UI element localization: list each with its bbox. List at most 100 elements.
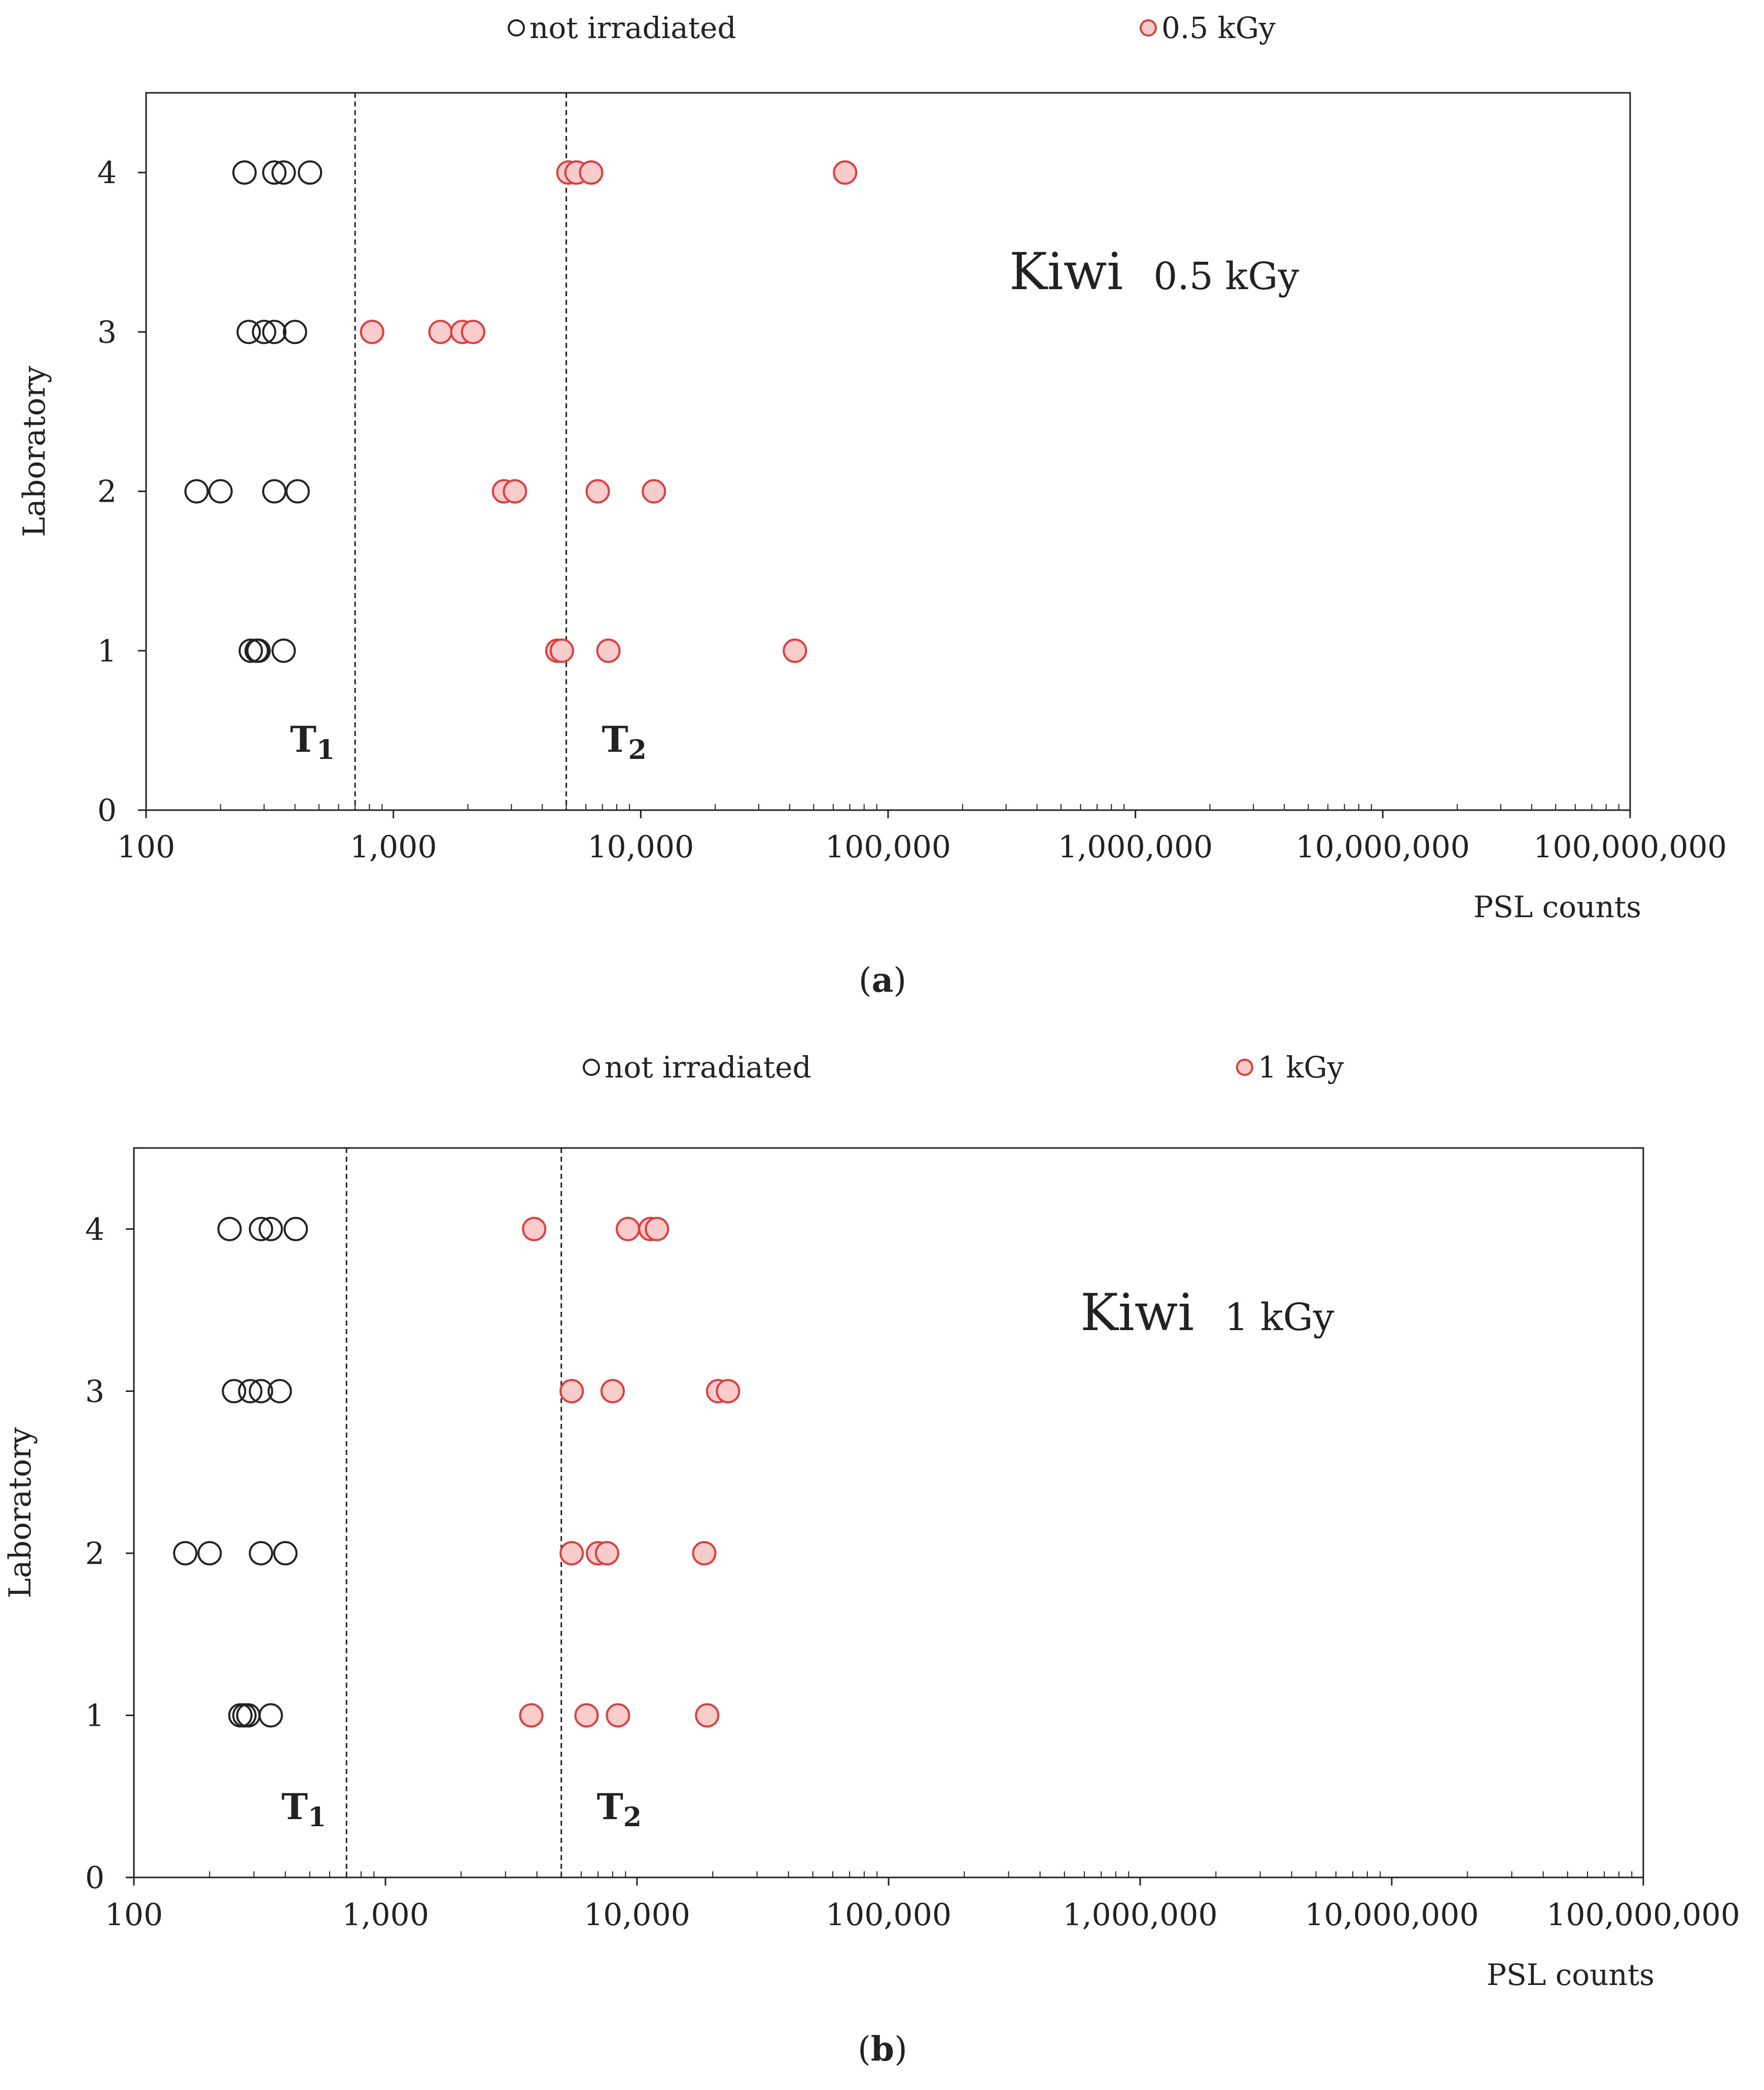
point-not-irradiated	[238, 1379, 263, 1404]
panel-caption: (a)	[859, 960, 906, 1000]
point-irradiated	[600, 1379, 625, 1404]
threshold-label: T1	[290, 718, 335, 765]
legend-marker-not-irradiated	[583, 1059, 600, 1076]
y-tick-label: 0	[97, 793, 117, 828]
plot-frame	[133, 1147, 1644, 1878]
point-not-irradiated	[184, 479, 209, 504]
legend-marker-irradiated	[1236, 1059, 1253, 1076]
point-irradiated	[833, 160, 858, 185]
x-tick-label: 100,000,000	[1546, 1897, 1740, 1933]
point-not-irradiated	[262, 160, 287, 185]
point-not-irradiated	[262, 479, 287, 504]
y-tick-label: 1	[97, 634, 117, 669]
y-tick-label: 2	[97, 474, 117, 510]
panel-caption: (b)	[858, 2029, 907, 2069]
point-not-irradiated	[285, 479, 310, 504]
point-irradiated	[549, 638, 574, 663]
point-not-irradiated	[252, 320, 276, 344]
x-tick-label: 100,000	[825, 829, 951, 865]
point-not-irradiated	[284, 1216, 308, 1241]
x-tick-label: 100,000	[826, 1897, 951, 1933]
y-tick-label: 3	[85, 1374, 104, 1409]
point-not-irradiated	[238, 638, 263, 663]
point-not-irradiated	[262, 320, 287, 344]
point-not-irradiated	[244, 638, 269, 663]
y-tick-label: 2	[85, 1536, 104, 1572]
point-irradiated	[503, 479, 527, 504]
point-not-irradiated	[271, 160, 296, 185]
x-tick-label: 10,000	[587, 829, 694, 865]
y-tick-label: 1	[85, 1698, 104, 1733]
point-not-irradiated	[273, 1541, 298, 1565]
y-axis-label: Laboratory	[3, 1427, 38, 1598]
legend-label-irradiated: 1 kGy	[1258, 1050, 1344, 1085]
point-not-irradiated	[173, 1541, 198, 1565]
point-irradiated	[596, 638, 621, 663]
chart-b: 100 1,000 10,000 100,000 1,000,000 10,000,000…	[3, 1050, 1740, 2069]
x-tick-label: 1,000,000	[1058, 829, 1213, 865]
point-irradiated	[579, 160, 604, 185]
legend: not irradiated 1 kGy	[583, 1050, 1344, 1085]
point-not-irradiated	[222, 1379, 246, 1404]
point-not-irradiated	[298, 160, 323, 185]
x-tick-label: 100	[117, 829, 175, 865]
point-irradiated	[695, 1703, 720, 1728]
point-not-irradiated	[197, 1541, 222, 1565]
x-tick-label: 1,000	[342, 1897, 429, 1933]
point-irradiated	[642, 479, 666, 504]
point-not-irradiated	[249, 1541, 273, 1565]
point-irradiated	[428, 320, 453, 344]
point-irradiated	[716, 1379, 740, 1404]
point-irradiated	[559, 1379, 584, 1404]
point-irradiated	[574, 1703, 599, 1728]
legend: not irradiated 0.5 kGy	[508, 11, 1276, 45]
point-irradiated	[594, 1541, 619, 1565]
point-not-irradiated	[258, 1703, 283, 1728]
threshold-label: T2	[597, 1786, 642, 1833]
y-tick-label: 3	[97, 315, 117, 350]
point-not-irradiated	[271, 638, 296, 663]
chart-a: 100 1,000 10,000 100,000 1,000,000 10,000,000…	[17, 11, 1727, 1000]
legend-label-irradiated: 0.5 kGy	[1161, 11, 1276, 45]
y-axis-label: Laboratory	[17, 366, 52, 537]
point-irradiated	[585, 479, 610, 504]
x-tick-label: 10,000,000	[1296, 829, 1470, 865]
y-tick-label: 0	[85, 1860, 104, 1896]
point-not-irradiated	[208, 479, 233, 504]
threshold-label: T2	[602, 718, 647, 765]
threshold-label: T1	[281, 1786, 326, 1833]
point-not-irradiated	[249, 1216, 273, 1241]
point-irradiated	[360, 320, 384, 344]
y-tick-label: 4	[85, 1212, 104, 1247]
point-irradiated	[606, 1703, 630, 1728]
point-not-irradiated	[217, 1216, 242, 1241]
point-not-irradiated	[236, 320, 261, 344]
legend-marker-irradiated	[1140, 19, 1157, 37]
legend-label-not-irradiated: not irradiated	[605, 1050, 812, 1085]
x-tick-label: 10,000,000	[1304, 1897, 1479, 1933]
annotation-label: Kiwi 1 kGy	[1080, 1283, 1334, 1342]
point-irradiated	[783, 638, 807, 663]
point-not-irradiated	[246, 638, 271, 663]
point-irradiated	[616, 1216, 641, 1241]
legend-label-not-irradiated: not irradiated	[530, 11, 736, 45]
plot-frame	[145, 92, 1631, 811]
point-irradiated	[692, 1541, 717, 1565]
point-irradiated	[461, 320, 485, 344]
x-axis-label: PSL counts	[1473, 890, 1641, 924]
point-irradiated	[522, 1216, 547, 1241]
legend-marker-not-irradiated	[508, 19, 525, 37]
x-axis-label: PSL counts	[1487, 1958, 1654, 1992]
point-irradiated	[645, 1216, 669, 1241]
x-tick-label: 100	[105, 1897, 163, 1933]
point-not-irradiated	[283, 320, 307, 344]
point-not-irradiated	[249, 1379, 273, 1404]
y-tick-label: 4	[97, 155, 117, 191]
annotation-label: Kiwi 0.5 kGy	[1009, 242, 1299, 301]
x-tick-label: 10,000	[584, 1897, 690, 1933]
x-tick-label: 1,000,000	[1063, 1897, 1217, 1933]
x-tick-label: 100,000,000	[1533, 829, 1727, 865]
x-tick-label: 1,000	[350, 829, 437, 865]
point-not-irradiated	[267, 1379, 292, 1404]
